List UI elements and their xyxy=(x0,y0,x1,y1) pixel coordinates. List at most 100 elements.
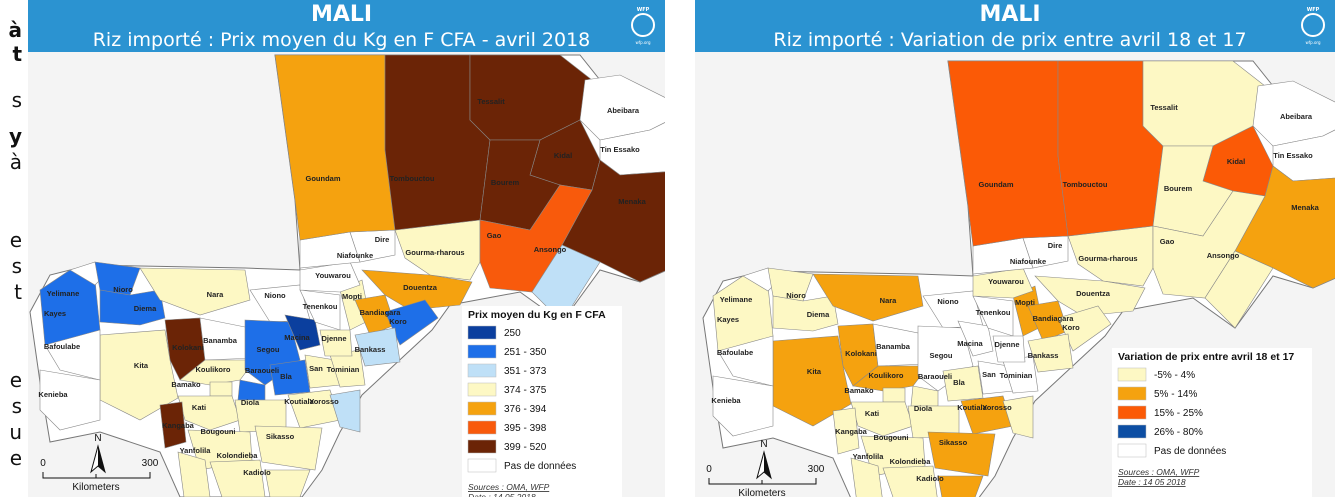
district-label: Kenieba xyxy=(711,396,741,405)
district-label: Bafoulabe xyxy=(717,348,753,357)
legend-label: 251 - 350 xyxy=(504,347,547,358)
district-label: Bankass xyxy=(1028,351,1059,360)
legend-label: 374 - 375 xyxy=(504,385,547,396)
district-label: Koro xyxy=(1062,323,1080,332)
district xyxy=(883,388,905,402)
district-label: Yorosso xyxy=(982,403,1012,412)
district-label: Tenenkou xyxy=(303,302,338,311)
district-label: Yanfolila xyxy=(180,446,212,455)
district-label: Bla xyxy=(953,378,966,387)
district-label: Segou xyxy=(257,345,280,354)
map-subtitle: Riz importé : Prix moyen du Kg en F CFA … xyxy=(93,29,591,51)
scale-unit: Kilometers xyxy=(738,488,785,497)
district-label: Kidal xyxy=(1227,157,1245,166)
logo-text: WFP xyxy=(637,7,650,13)
district-label: Kadiolo xyxy=(916,474,944,483)
district-label: Kayes xyxy=(44,309,66,318)
district-label: Bougouni xyxy=(201,427,236,436)
district-label: Bankass xyxy=(355,345,386,354)
legend-swatch xyxy=(468,440,496,453)
district-label: Nioro xyxy=(113,285,133,294)
district-label: Djenne xyxy=(994,340,1019,349)
legend-label: 5% - 14% xyxy=(1154,389,1197,400)
district-label: Menaka xyxy=(618,197,646,206)
district-label: Tombouctou xyxy=(1063,180,1108,189)
district-label: Diema xyxy=(134,304,157,313)
district-label: Yorosso xyxy=(309,397,339,406)
map-subtitle: Riz importé : Variation de prix entre av… xyxy=(773,29,1246,51)
maps: KayesYelimaneNioroDiemaNaraKolokaniKitaB… xyxy=(0,0,1335,497)
district xyxy=(210,382,232,396)
district-label: Diema xyxy=(807,310,830,319)
district-label: Tominian xyxy=(1000,371,1033,380)
district-label: Nioro xyxy=(786,291,806,300)
district-label: Kangaba xyxy=(162,421,195,430)
district-label: Gao xyxy=(1160,237,1175,246)
legend-swatch xyxy=(468,345,496,358)
legend-label: 399 - 520 xyxy=(504,442,547,453)
legend-swatch xyxy=(1118,387,1146,400)
district-label: Tin Essako xyxy=(600,145,640,154)
district-label: Sikasso xyxy=(939,438,968,447)
district-label: Bandiagara xyxy=(1033,314,1075,323)
legend-label: Pas de données xyxy=(504,461,576,472)
district-label: Baraoueli xyxy=(918,372,952,381)
district-label: Douentza xyxy=(403,283,438,292)
scale-end: 300 xyxy=(142,458,159,469)
district-label: Tombouctou xyxy=(390,174,435,183)
district-label: Niafounke xyxy=(337,251,373,260)
legend-swatch xyxy=(1118,425,1146,438)
legend-swatch xyxy=(468,421,496,434)
logo-sub: wfp.org xyxy=(1305,40,1321,45)
legend-swatch xyxy=(1118,444,1146,457)
district-label: Dire xyxy=(375,235,390,244)
date: Date : 14 05 2018 xyxy=(1118,477,1186,487)
district-label: Diola xyxy=(914,404,933,413)
legend-swatch xyxy=(468,383,496,396)
district-label: Macina xyxy=(284,333,310,342)
district-label: Goundam xyxy=(979,180,1014,189)
legend-label: 395 - 398 xyxy=(504,423,547,434)
district-label: Youwarou xyxy=(315,271,351,280)
district-label: Kolondieba xyxy=(217,451,259,460)
district-label: San xyxy=(309,364,323,373)
district-label: Bandiagara xyxy=(360,308,402,317)
district-label: Tenenkou xyxy=(976,308,1011,317)
district-label: Kita xyxy=(807,367,822,376)
district-label: Douentza xyxy=(1076,289,1111,298)
date: Date : 14 05 2018 xyxy=(468,492,536,497)
district-label: Kati xyxy=(865,409,879,418)
district-label: Nara xyxy=(880,296,898,305)
district-label: Kidal xyxy=(554,151,572,160)
district-label: Tessalit xyxy=(477,97,505,106)
legend-swatch xyxy=(468,402,496,415)
legend-title: Variation de prix entre avril 18 et 17 xyxy=(1118,351,1294,363)
district-label: Koulikoro xyxy=(869,371,904,380)
district-label: Banamba xyxy=(876,342,911,351)
legend-label: 15% - 25% xyxy=(1154,408,1203,419)
map-title: MALI xyxy=(979,2,1040,27)
legend-swatch xyxy=(468,326,496,339)
district-label: Kolokani xyxy=(845,349,877,358)
district-label: Kenieba xyxy=(38,390,68,399)
district-label: Kolondieba xyxy=(890,457,932,466)
district-label: Tessalit xyxy=(1150,103,1178,112)
district-label: Mopti xyxy=(1015,298,1035,307)
page: {"edge_text": ["à", "t", "s", "y", "à", … xyxy=(0,0,1335,497)
district-label: Diola xyxy=(241,398,260,407)
district-label: Bourem xyxy=(491,178,520,187)
district-label: Kayes xyxy=(717,315,739,324)
logo-sub: wfp.org xyxy=(635,40,651,45)
district-label: Bafoulabe xyxy=(44,342,80,351)
legend-swatch xyxy=(1118,406,1146,419)
district-label: Gao xyxy=(487,231,502,240)
district-label: Kita xyxy=(134,361,149,370)
district-label: Macina xyxy=(957,339,983,348)
district-label: Kangaba xyxy=(835,427,868,436)
district-label: Segou xyxy=(930,351,953,360)
legend-label: 250 xyxy=(504,328,521,339)
district-label: Bla xyxy=(280,372,293,381)
district-label: Djenne xyxy=(321,334,346,343)
district-label: Dire xyxy=(1048,241,1063,250)
north-label: N xyxy=(760,439,767,450)
